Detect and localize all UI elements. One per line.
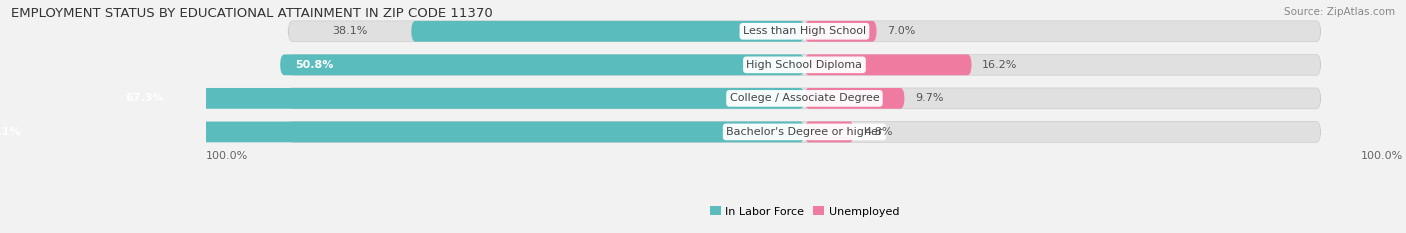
Text: College / Associate Degree: College / Associate Degree [730, 93, 879, 103]
Text: 50.8%: 50.8% [295, 60, 333, 70]
FancyBboxPatch shape [280, 55, 804, 75]
FancyBboxPatch shape [804, 88, 904, 109]
Text: 4.8%: 4.8% [865, 127, 893, 137]
Text: 16.2%: 16.2% [981, 60, 1018, 70]
Text: 81.1%: 81.1% [0, 127, 21, 137]
FancyBboxPatch shape [288, 21, 1320, 42]
Text: 7.0%: 7.0% [887, 26, 915, 36]
FancyBboxPatch shape [110, 88, 804, 109]
Text: Source: ZipAtlas.com: Source: ZipAtlas.com [1284, 7, 1395, 17]
Text: 38.1%: 38.1% [332, 26, 367, 36]
FancyBboxPatch shape [288, 122, 1320, 142]
FancyBboxPatch shape [288, 88, 1320, 109]
Text: High School Diploma: High School Diploma [747, 60, 862, 70]
Text: 100.0%: 100.0% [1361, 151, 1403, 161]
FancyBboxPatch shape [0, 122, 804, 142]
FancyBboxPatch shape [804, 55, 972, 75]
FancyBboxPatch shape [804, 21, 877, 42]
Text: Less than High School: Less than High School [742, 26, 866, 36]
FancyBboxPatch shape [288, 55, 1320, 75]
Text: EMPLOYMENT STATUS BY EDUCATIONAL ATTAINMENT IN ZIP CODE 11370: EMPLOYMENT STATUS BY EDUCATIONAL ATTAINM… [11, 7, 494, 20]
FancyBboxPatch shape [411, 21, 804, 42]
Text: 9.7%: 9.7% [915, 93, 943, 103]
Legend: In Labor Force, Unemployed: In Labor Force, Unemployed [706, 202, 904, 221]
Text: 67.3%: 67.3% [125, 93, 163, 103]
Text: Bachelor's Degree or higher: Bachelor's Degree or higher [727, 127, 883, 137]
FancyBboxPatch shape [804, 122, 853, 142]
Text: 100.0%: 100.0% [205, 151, 247, 161]
